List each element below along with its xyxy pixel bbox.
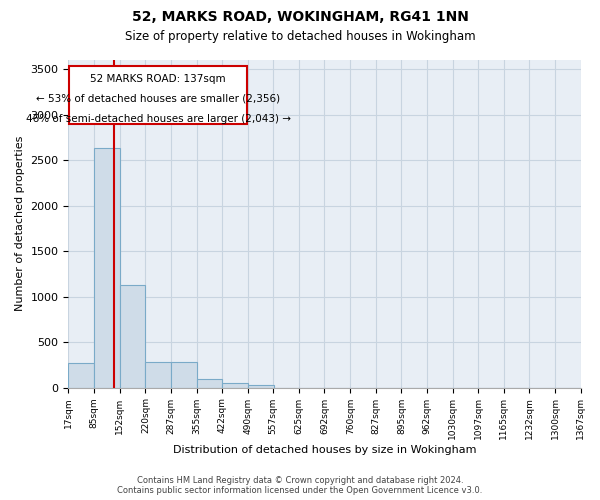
Bar xyxy=(197,380,223,388)
Bar xyxy=(94,148,120,388)
Text: 46% of semi-detached houses are larger (2,043) →: 46% of semi-detached houses are larger (… xyxy=(26,114,290,124)
Y-axis label: Number of detached properties: Number of detached properties xyxy=(15,136,25,312)
Bar xyxy=(68,363,94,388)
Text: Contains HM Land Registry data © Crown copyright and database right 2024.
Contai: Contains HM Land Registry data © Crown c… xyxy=(118,476,482,495)
X-axis label: Distribution of detached houses by size in Wokingham: Distribution of detached houses by size … xyxy=(173,445,476,455)
Bar xyxy=(222,383,248,388)
Bar xyxy=(248,385,274,388)
Text: 52, MARKS ROAD, WOKINGHAM, RG41 1NN: 52, MARKS ROAD, WOKINGHAM, RG41 1NN xyxy=(131,10,469,24)
Bar xyxy=(119,285,145,388)
Bar xyxy=(69,66,247,124)
Text: ← 53% of detached houses are smaller (2,356): ← 53% of detached houses are smaller (2,… xyxy=(36,94,280,104)
Bar xyxy=(171,362,197,388)
Text: 52 MARKS ROAD: 137sqm: 52 MARKS ROAD: 137sqm xyxy=(91,74,226,84)
Text: Size of property relative to detached houses in Wokingham: Size of property relative to detached ho… xyxy=(125,30,475,43)
Bar xyxy=(145,362,171,388)
